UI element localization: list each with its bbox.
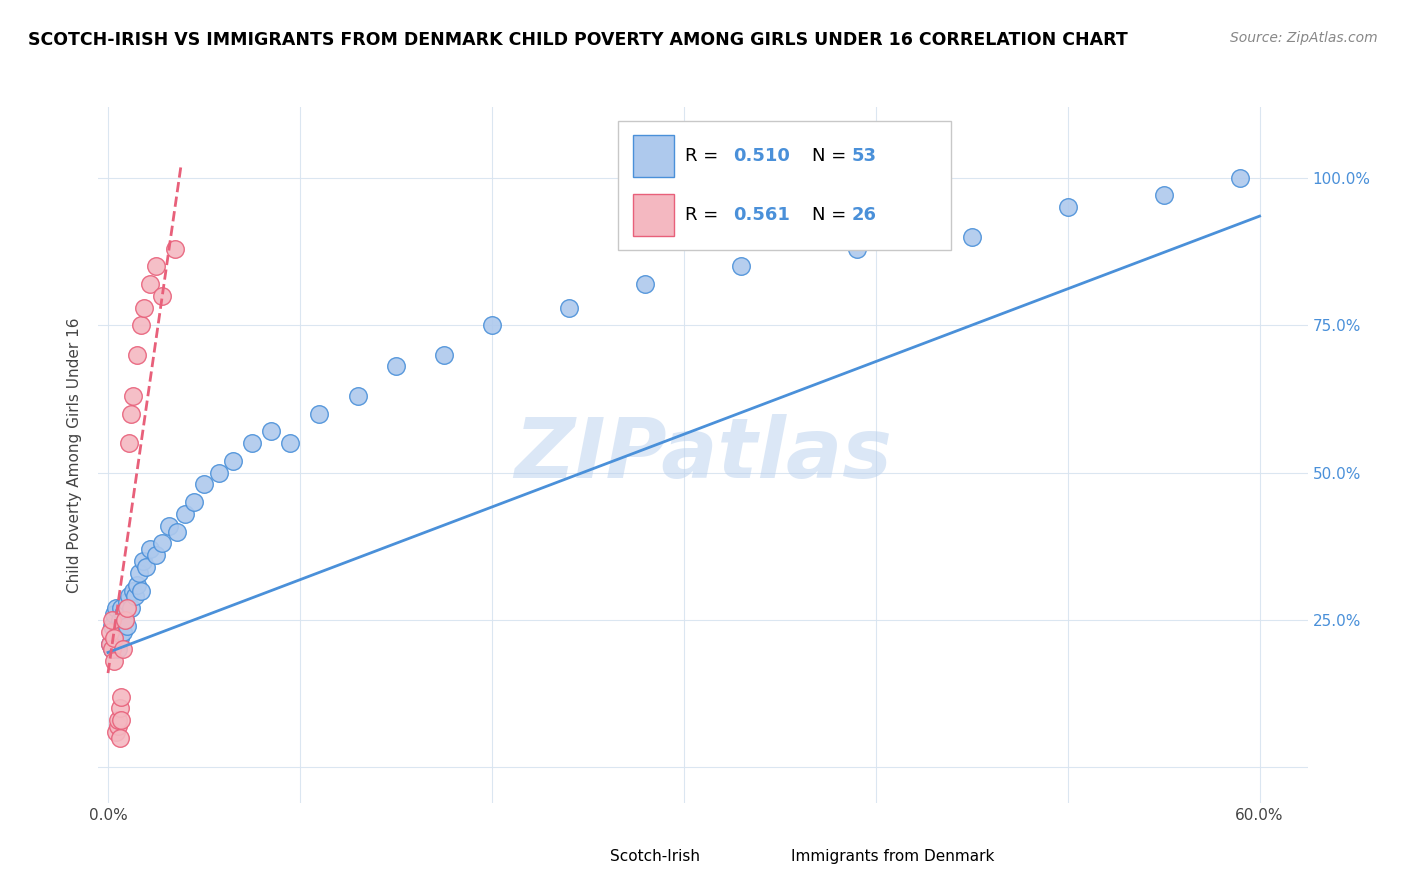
Point — [101, 613, 124, 627]
Text: 0.561: 0.561 — [734, 206, 790, 224]
Point — [110, 690, 132, 704]
Point — [134, 301, 156, 315]
Point — [125, 577, 148, 591]
Point — [125, 348, 148, 362]
Y-axis label: Child Poverty Among Girls Under 16: Child Poverty Among Girls Under 16 — [67, 318, 83, 592]
Point — [110, 619, 132, 633]
Point — [240, 436, 263, 450]
Text: R =: R = — [685, 206, 724, 224]
Point — [135, 560, 157, 574]
FancyBboxPatch shape — [754, 844, 787, 869]
Point — [118, 590, 141, 604]
Point — [166, 524, 188, 539]
Point — [108, 631, 131, 645]
Point — [101, 619, 124, 633]
Point — [104, 637, 127, 651]
Point — [1056, 200, 1078, 214]
Point — [110, 601, 132, 615]
Point — [98, 637, 121, 651]
Point — [139, 542, 162, 557]
Point — [183, 495, 205, 509]
Point — [98, 624, 121, 639]
Point — [165, 242, 187, 256]
Text: R =: R = — [685, 147, 724, 165]
Point — [103, 631, 125, 645]
Point — [107, 719, 129, 733]
Text: N =: N = — [811, 147, 852, 165]
Point — [118, 436, 141, 450]
Point — [122, 583, 145, 598]
Text: 0.510: 0.510 — [734, 147, 790, 165]
Point — [280, 436, 302, 450]
Point — [115, 595, 138, 609]
Point — [634, 277, 657, 291]
Text: Source: ZipAtlas.com: Source: ZipAtlas.com — [1230, 31, 1378, 45]
Point — [115, 601, 138, 615]
Point — [145, 548, 167, 562]
Point — [114, 613, 136, 627]
FancyBboxPatch shape — [619, 121, 950, 250]
Point — [101, 642, 124, 657]
Point — [208, 466, 231, 480]
FancyBboxPatch shape — [572, 844, 606, 869]
Point — [845, 242, 868, 256]
Text: Scotch-Irish: Scotch-Irish — [610, 849, 700, 863]
Point — [128, 566, 150, 580]
Text: SCOTCH-IRISH VS IMMIGRANTS FROM DENMARK CHILD POVERTY AMONG GIRLS UNDER 16 CORRE: SCOTCH-IRISH VS IMMIGRANTS FROM DENMARK … — [28, 31, 1128, 49]
Point — [150, 289, 173, 303]
Point — [107, 713, 129, 727]
Text: N =: N = — [811, 206, 852, 224]
Point — [193, 477, 215, 491]
Point — [103, 631, 125, 645]
Point — [120, 601, 142, 615]
Point — [101, 642, 124, 657]
Point — [159, 518, 181, 533]
Point — [122, 389, 145, 403]
Point — [222, 454, 245, 468]
Point — [1153, 188, 1175, 202]
Point — [104, 601, 127, 615]
Point — [145, 259, 167, 273]
Point — [1229, 170, 1251, 185]
Point — [173, 507, 195, 521]
Point — [120, 407, 142, 421]
Point — [308, 407, 330, 421]
Point — [107, 624, 129, 639]
Point — [433, 348, 456, 362]
Point — [260, 425, 283, 439]
Text: 26: 26 — [852, 206, 877, 224]
Point — [557, 301, 579, 315]
Point — [103, 607, 125, 621]
Point — [98, 637, 121, 651]
Point — [110, 713, 132, 727]
Point — [129, 583, 152, 598]
Point — [730, 259, 752, 273]
FancyBboxPatch shape — [633, 135, 673, 177]
Point — [481, 318, 503, 333]
Point — [112, 607, 135, 621]
Text: Immigrants from Denmark: Immigrants from Denmark — [792, 849, 994, 863]
Point — [129, 318, 152, 333]
Point — [385, 359, 408, 374]
Point — [124, 590, 146, 604]
Point — [104, 725, 127, 739]
Point — [108, 613, 131, 627]
Point — [112, 642, 135, 657]
Point — [112, 624, 135, 639]
Point — [115, 619, 138, 633]
Point — [139, 277, 162, 291]
Text: ZIPatlas: ZIPatlas — [515, 415, 891, 495]
Point — [103, 654, 125, 668]
Point — [131, 554, 153, 568]
Point — [150, 536, 173, 550]
Point — [960, 229, 983, 244]
Point — [107, 642, 129, 657]
Point — [108, 701, 131, 715]
Point — [114, 613, 136, 627]
Text: 53: 53 — [852, 147, 877, 165]
FancyBboxPatch shape — [633, 194, 673, 236]
Point — [108, 731, 131, 745]
Point — [346, 389, 368, 403]
